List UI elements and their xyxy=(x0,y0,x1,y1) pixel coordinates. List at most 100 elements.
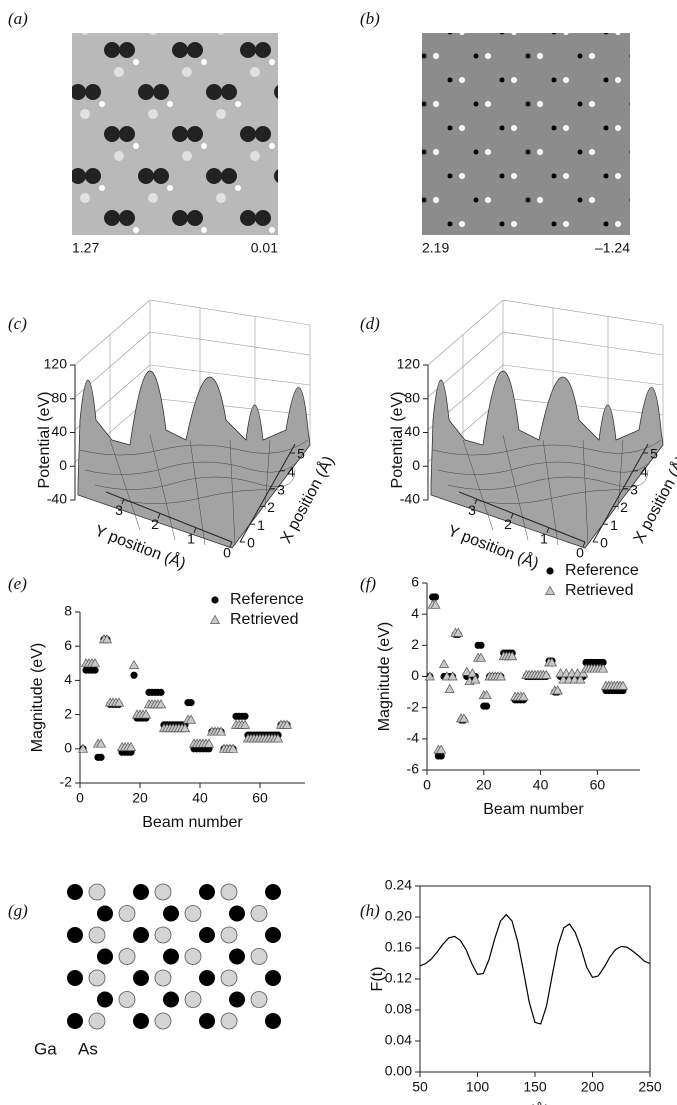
x-tick-label: 60 xyxy=(590,777,606,793)
atom xyxy=(88,1012,106,1030)
y-axis-label: F(t) xyxy=(369,967,386,992)
z-tick-label: 0 xyxy=(412,457,420,473)
y-tick-label: 0.20 xyxy=(385,908,412,924)
scale-max-label: 2.19 xyxy=(422,240,449,256)
y-tick-label: 0.08 xyxy=(385,1001,412,1017)
marker-triangle xyxy=(507,651,518,661)
y-tick-label: 6 xyxy=(411,574,419,590)
y-axis-label: Y position (Å) xyxy=(92,521,188,573)
atom xyxy=(220,969,238,987)
marker-triangle xyxy=(436,744,447,754)
x-tick-label: 20 xyxy=(476,777,492,793)
atom xyxy=(118,905,136,922)
x-axis xyxy=(592,443,649,543)
x-tick-label: 0 xyxy=(247,535,255,551)
y-tick-label: 0 xyxy=(64,740,72,756)
y-tick-label: 0.16 xyxy=(385,939,412,955)
x-tick-label: 250 xyxy=(638,1079,662,1095)
y-tick-label: 0 xyxy=(576,545,584,561)
panel-label: (c) xyxy=(8,314,27,333)
atom xyxy=(265,884,281,900)
y-tick-label: 0.24 xyxy=(385,877,412,893)
y-tick-label: 2 xyxy=(151,516,159,532)
marker-triangle xyxy=(155,699,167,709)
y-tick-label: 4 xyxy=(64,671,72,687)
marker-triangle xyxy=(438,658,450,668)
y-tick-label: -6 xyxy=(407,761,420,777)
marker-triangle xyxy=(453,627,464,637)
y-tick-label: 8 xyxy=(64,603,72,619)
x-tick-label: 0 xyxy=(76,790,84,806)
y-tick xyxy=(582,541,586,548)
atom xyxy=(199,970,215,986)
atom xyxy=(67,970,83,986)
atom xyxy=(220,883,238,901)
z-tick-label: 40 xyxy=(51,423,67,439)
x-tick-label: 200 xyxy=(581,1079,605,1095)
x-tick-label: 3 xyxy=(277,481,285,497)
potential-map xyxy=(422,33,630,235)
x-tick-label: 1 xyxy=(610,517,618,533)
atom xyxy=(133,927,149,943)
marker-triangle xyxy=(467,668,478,678)
y-tick xyxy=(193,527,197,533)
y-tick-label: -2 xyxy=(407,698,420,714)
marker-triangle xyxy=(77,743,89,753)
z-axis-label: Potential (eV) xyxy=(36,392,53,489)
marker-triangle xyxy=(179,723,191,733)
z-tick-label: 0 xyxy=(59,457,67,473)
atom xyxy=(154,1012,172,1030)
marker-triangle xyxy=(140,709,152,719)
z-tick-label: -40 xyxy=(47,491,67,507)
y-axis-label: Y position (Å) xyxy=(445,521,541,573)
marker-circle xyxy=(97,753,105,761)
x-tick-label: 0 xyxy=(423,777,431,793)
y-tick-label: 3 xyxy=(468,502,476,518)
z-tick-label: 40 xyxy=(404,423,420,439)
y-tick-label: -4 xyxy=(407,730,420,746)
atom xyxy=(265,927,281,943)
z-tick-label: 120 xyxy=(397,356,421,372)
atom xyxy=(97,948,113,965)
x-tick-label: 2 xyxy=(267,499,275,515)
y-axis xyxy=(458,491,586,543)
marker-triangle xyxy=(470,674,481,684)
x-tick-label: 40 xyxy=(533,777,549,793)
marker-triangle xyxy=(272,733,284,743)
y-tick xyxy=(474,498,478,505)
y-tick-label: 1 xyxy=(540,530,548,546)
atom xyxy=(250,905,268,922)
marker-triangle xyxy=(95,738,107,748)
x-tick-label: 20 xyxy=(132,790,148,806)
atom xyxy=(229,905,245,922)
legend-marker xyxy=(211,596,219,604)
marker-triangle xyxy=(444,683,455,693)
atom xyxy=(163,991,179,1008)
atom xyxy=(265,1013,281,1029)
y-tick-label: 4 xyxy=(411,605,419,621)
y-tick xyxy=(510,513,514,519)
atom xyxy=(250,991,268,1008)
marker-circle xyxy=(477,641,485,649)
marker-circle xyxy=(437,752,445,760)
marker-triangle xyxy=(597,663,609,673)
marker-triangle xyxy=(128,659,140,669)
y-tick-label: -2 xyxy=(60,774,73,790)
atom xyxy=(154,926,172,944)
marker-triangle xyxy=(518,691,529,701)
marker-triangle xyxy=(495,671,506,681)
marker-circle xyxy=(241,712,249,720)
marker-triangle xyxy=(89,658,101,668)
legend-marker xyxy=(209,614,221,624)
marker-circle xyxy=(91,666,99,674)
atom xyxy=(88,926,106,944)
marker-triangle xyxy=(239,719,251,729)
atom xyxy=(184,905,202,922)
z-tick-label: 80 xyxy=(51,389,67,405)
y-tick-label: 0.12 xyxy=(385,970,412,986)
x-tick-label: 50 xyxy=(412,1079,428,1095)
atom xyxy=(133,970,149,986)
